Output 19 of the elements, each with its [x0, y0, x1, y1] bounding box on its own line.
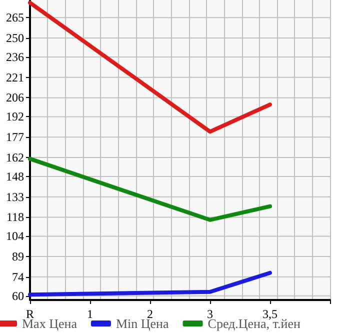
x-tick-label: 2: [147, 307, 153, 321]
y-tick-label: 162: [6, 150, 24, 164]
y-tick-label: 104: [6, 229, 24, 244]
y-tick-label: 236: [6, 50, 24, 64]
x-tick-label: R: [26, 307, 34, 321]
y-tick-label: 133: [6, 190, 24, 204]
y-tick-label: 60: [12, 288, 24, 303]
y-tick-label: 221: [6, 70, 24, 84]
y-tick-label: 74: [12, 270, 24, 284]
y-tick-label: 265: [6, 10, 24, 25]
y-tick-label: 118: [6, 210, 24, 224]
y-tick-label: 206: [6, 90, 24, 105]
y-tick-label: 148: [6, 169, 24, 184]
y-tick-label: 250: [6, 31, 24, 46]
y-tick-label: 192: [6, 110, 24, 124]
y-tick-label: 177: [6, 130, 24, 144]
x-tick-label: 3: [207, 307, 213, 321]
y-tick-label: 89: [12, 250, 24, 264]
x-tick-label: 1: [87, 307, 93, 321]
